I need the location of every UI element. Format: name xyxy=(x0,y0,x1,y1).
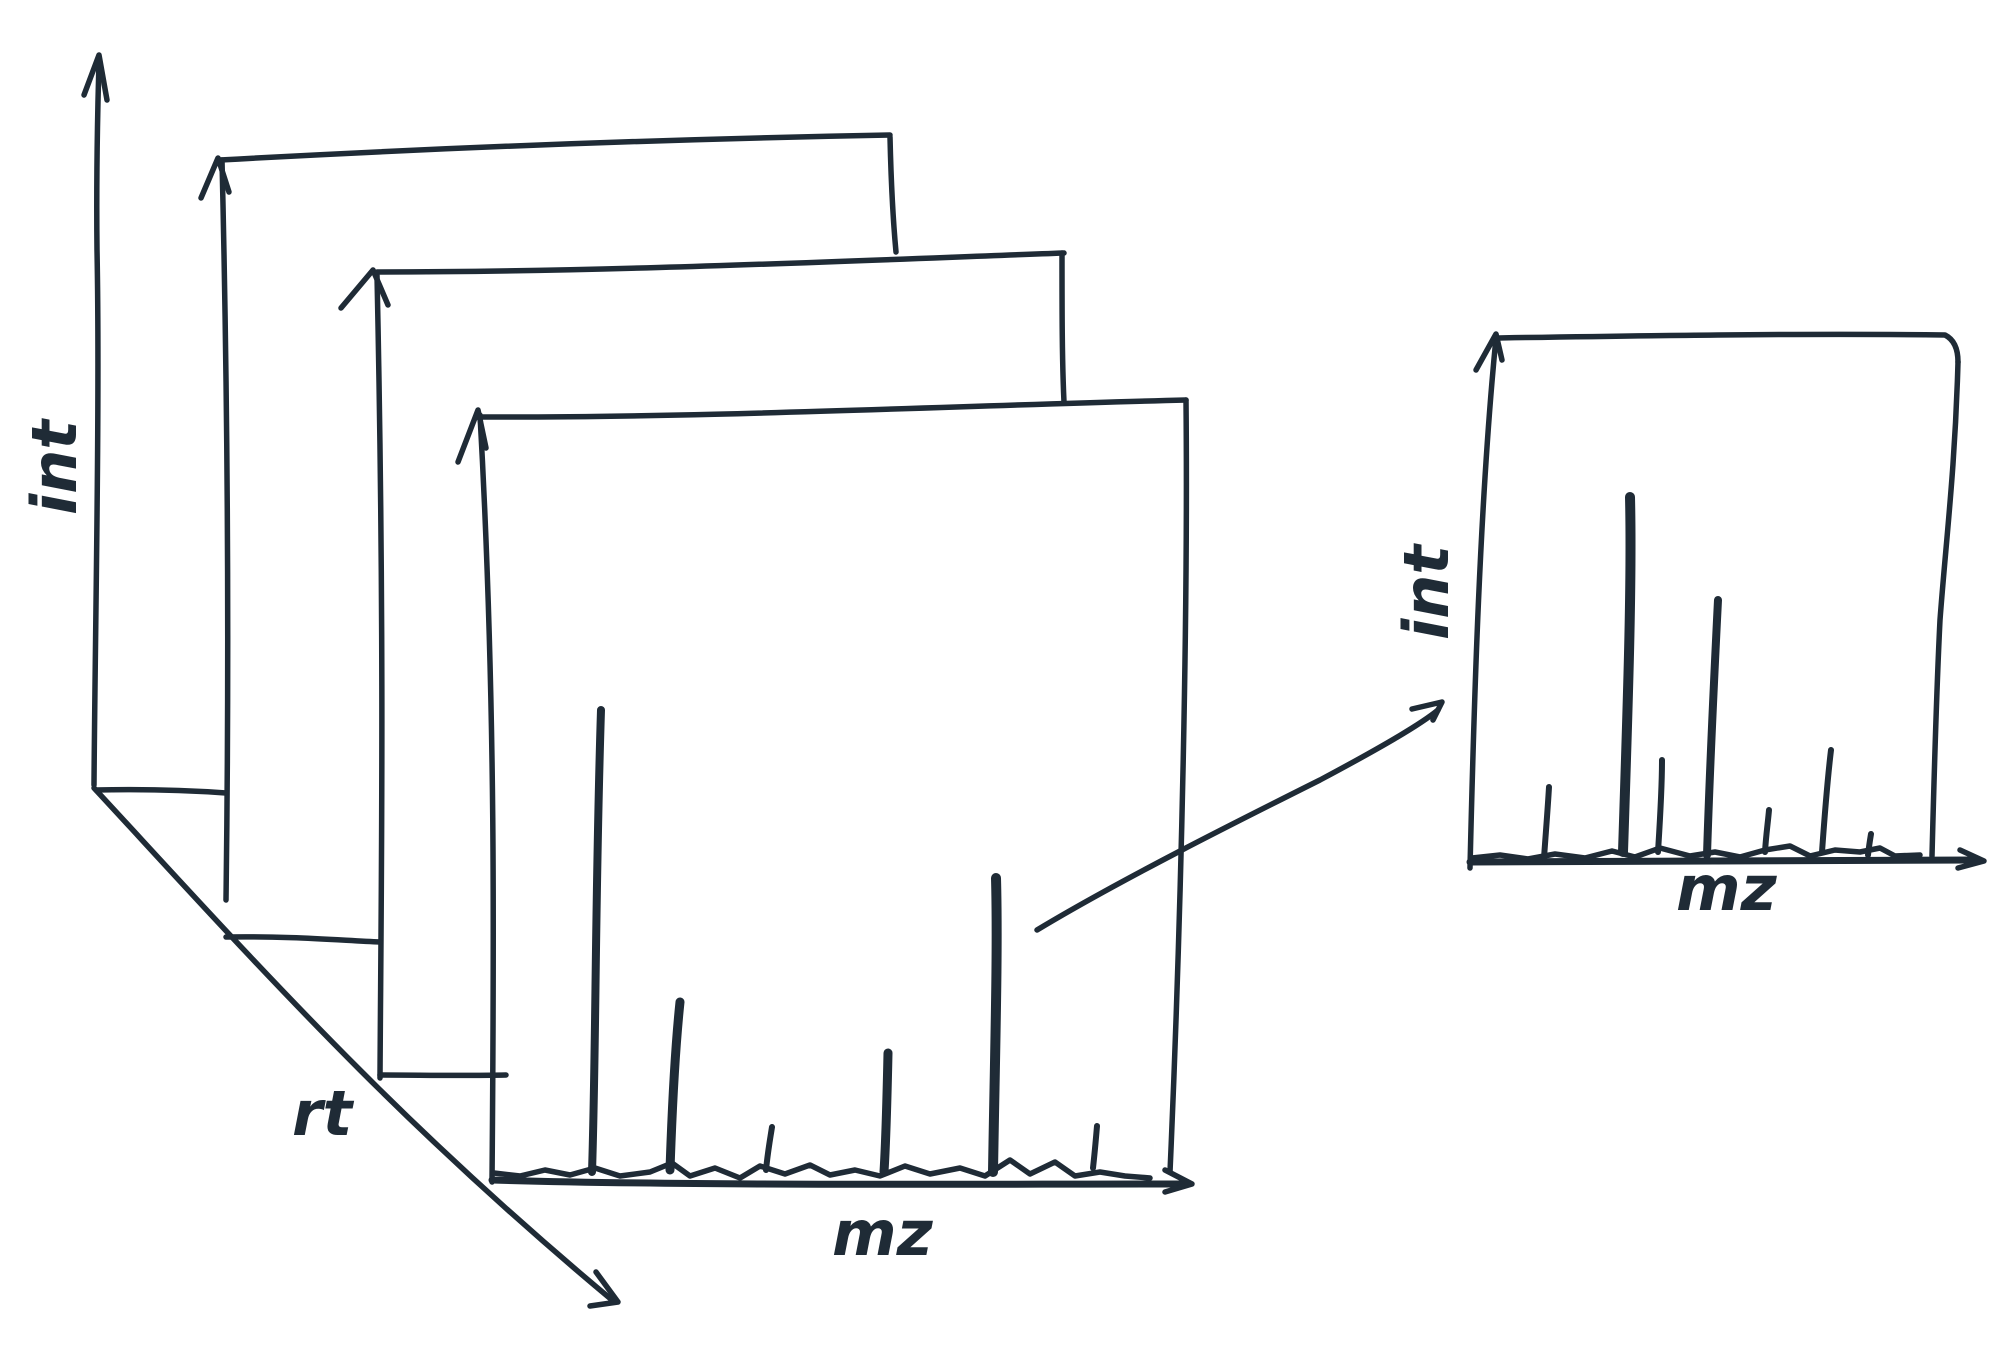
front-right-edge xyxy=(1167,397,1190,1175)
detail-peak-5 xyxy=(1762,807,1772,855)
detail-peak-7 xyxy=(1865,831,1874,858)
detail-right-edge xyxy=(1929,359,1961,859)
panel-2-base-edge xyxy=(223,934,383,945)
panel-1-int-axis xyxy=(219,157,231,903)
panel-2-int-axis xyxy=(374,272,385,1081)
detail-peak-2 xyxy=(1618,492,1636,857)
int-axis-arrowhead xyxy=(81,52,110,103)
front-peak-1 xyxy=(588,706,605,1176)
front-baseline-noise xyxy=(491,1157,1153,1181)
detail-baseline-noise xyxy=(1469,843,1923,862)
front-peak-2 xyxy=(665,997,685,1175)
zoom-connector-arrow xyxy=(1034,699,1445,933)
detail-peak-4 xyxy=(1703,596,1722,859)
detail-peak-3 xyxy=(1655,757,1665,855)
front-mz-arrowhead xyxy=(1162,1167,1195,1195)
connector-arrowhead xyxy=(1409,699,1445,723)
front-peak-3 xyxy=(763,1124,775,1173)
front-arrowhead xyxy=(455,407,489,465)
front-peak-6 xyxy=(1090,1123,1100,1171)
detail-arrowhead xyxy=(1473,331,1505,373)
detail-top-edge xyxy=(1493,331,1961,365)
detail-int-axis xyxy=(1467,335,1499,871)
labels: int rt mz int mz xyxy=(18,418,1778,1270)
main-axes xyxy=(81,52,621,1309)
panel-2-top-edge xyxy=(374,250,1067,275)
detail-spectrum-panel xyxy=(1466,331,1987,871)
rt-axis-label: rt xyxy=(292,1077,355,1150)
panel-2-arrowhead xyxy=(338,267,391,311)
spectrum-panel-back-1 xyxy=(93,132,899,903)
front-int-axis xyxy=(477,412,497,1185)
int-axis-line xyxy=(91,59,102,788)
front-peak-4 xyxy=(879,1048,893,1177)
panel-1-top-edge xyxy=(217,132,893,163)
detail-peak-6 xyxy=(1819,747,1834,855)
int-axis-label: int xyxy=(18,418,91,515)
rt-axis-arrowhead xyxy=(587,1269,621,1309)
mz-axis-label: mz xyxy=(832,1197,934,1270)
spectrum-panel-back-2 xyxy=(223,250,1067,1081)
rt-axis-line xyxy=(91,785,615,1303)
panel-2-right-edge xyxy=(1059,250,1067,405)
detail-int-axis-label: int xyxy=(1390,543,1463,640)
detail-mz-axis-label: mz xyxy=(1676,852,1778,925)
spectrum-panel-front xyxy=(377,397,1195,1195)
front-peak-5 xyxy=(988,873,1002,1177)
panel-1-base-edge xyxy=(93,786,229,796)
connector-line xyxy=(1034,707,1441,933)
detail-mz-axis xyxy=(1466,856,1982,866)
front-top-edge xyxy=(477,397,1189,420)
detail-peak-1 xyxy=(1541,784,1552,861)
front-mz-axis xyxy=(488,1176,1189,1188)
panel-1-arrowhead xyxy=(198,155,232,201)
detail-mz-arrowhead xyxy=(1955,847,1987,871)
panel-1-right-edge xyxy=(887,134,899,255)
